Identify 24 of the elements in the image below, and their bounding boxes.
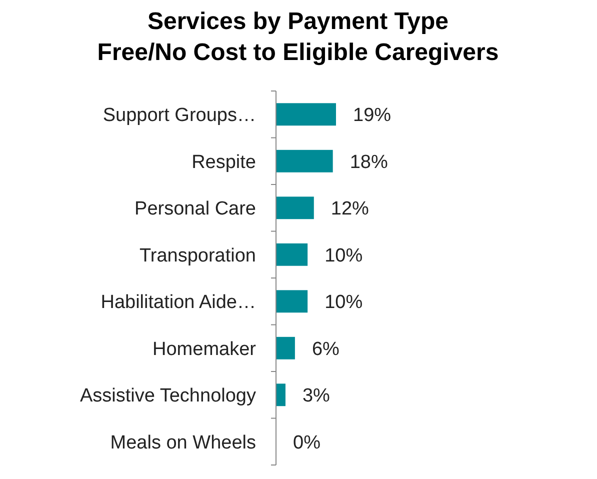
y-tick-label: Respite	[192, 152, 256, 173]
y-tick-label: Personal Care	[134, 198, 256, 220]
data-label: 6%	[312, 338, 340, 360]
data-label: 0%	[293, 432, 321, 454]
y-tick-label: Habilitation Aide…	[100, 292, 256, 314]
bar	[276, 243, 308, 266]
y-tick-label: Transporation	[139, 245, 256, 266]
data-label: 10%	[324, 292, 363, 314]
bar	[276, 150, 333, 172]
data-label: 12%	[330, 198, 370, 220]
y-tick-label: Homemaker	[152, 338, 257, 360]
data-label: 3%	[302, 386, 330, 407]
y-tick-label: Assistive Technology	[80, 386, 256, 407]
data-label: 19%	[353, 105, 392, 126]
chart-title: Services by Payment Type Free/No Cost to Eligible Caregivers	[97, 8, 499, 66]
bar	[276, 290, 308, 313]
bar	[276, 336, 295, 360]
data-label: 10%	[324, 245, 363, 266]
data-label: 18%	[350, 152, 388, 173]
bar	[276, 103, 336, 126]
y-tick-label: Support Groups…	[102, 105, 256, 126]
bar	[276, 196, 314, 220]
y-tick-label: Meals on Wheels	[110, 432, 256, 454]
bar	[276, 384, 286, 406]
